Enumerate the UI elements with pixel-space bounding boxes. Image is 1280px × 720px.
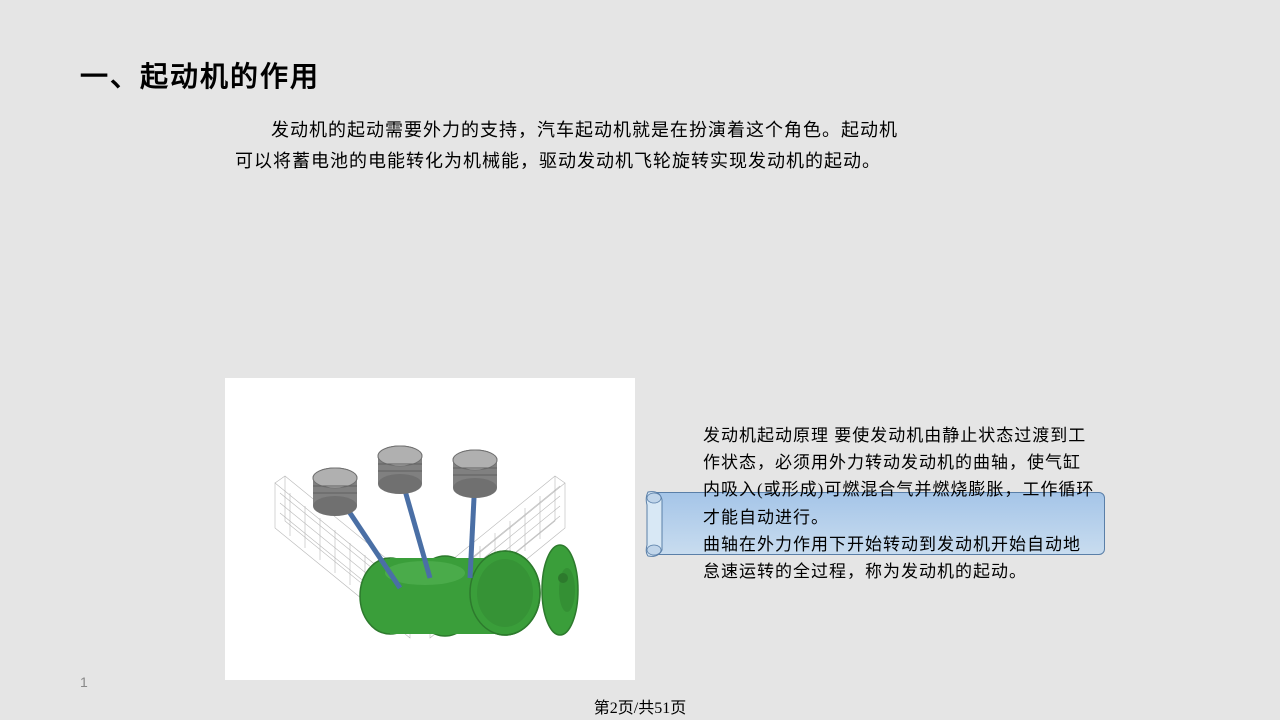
slide-title: 一、起动机的作用 xyxy=(80,55,320,95)
engine-svg xyxy=(225,378,635,680)
slide-number: 1 xyxy=(80,674,88,690)
page-indicator: 第2页/共51页 xyxy=(594,694,686,718)
intro-paragraph: 发动机的起动需要外力的支持，汽车起动机就是在扮演着这个角色。起动机可以将蓄电池的… xyxy=(235,115,915,176)
principle-paragraph: 发动机起动原理 要使发动机由静止状态过渡到工作状态，必须用外力转动发动机的曲轴，… xyxy=(703,422,1098,585)
scroll-decoration-icon xyxy=(644,490,666,558)
engine-diagram xyxy=(225,378,635,680)
slide-container: 一、起动机的作用 发动机的起动需要外力的支持，汽车起动机就是在扮演着这个角色。起… xyxy=(0,0,1280,720)
